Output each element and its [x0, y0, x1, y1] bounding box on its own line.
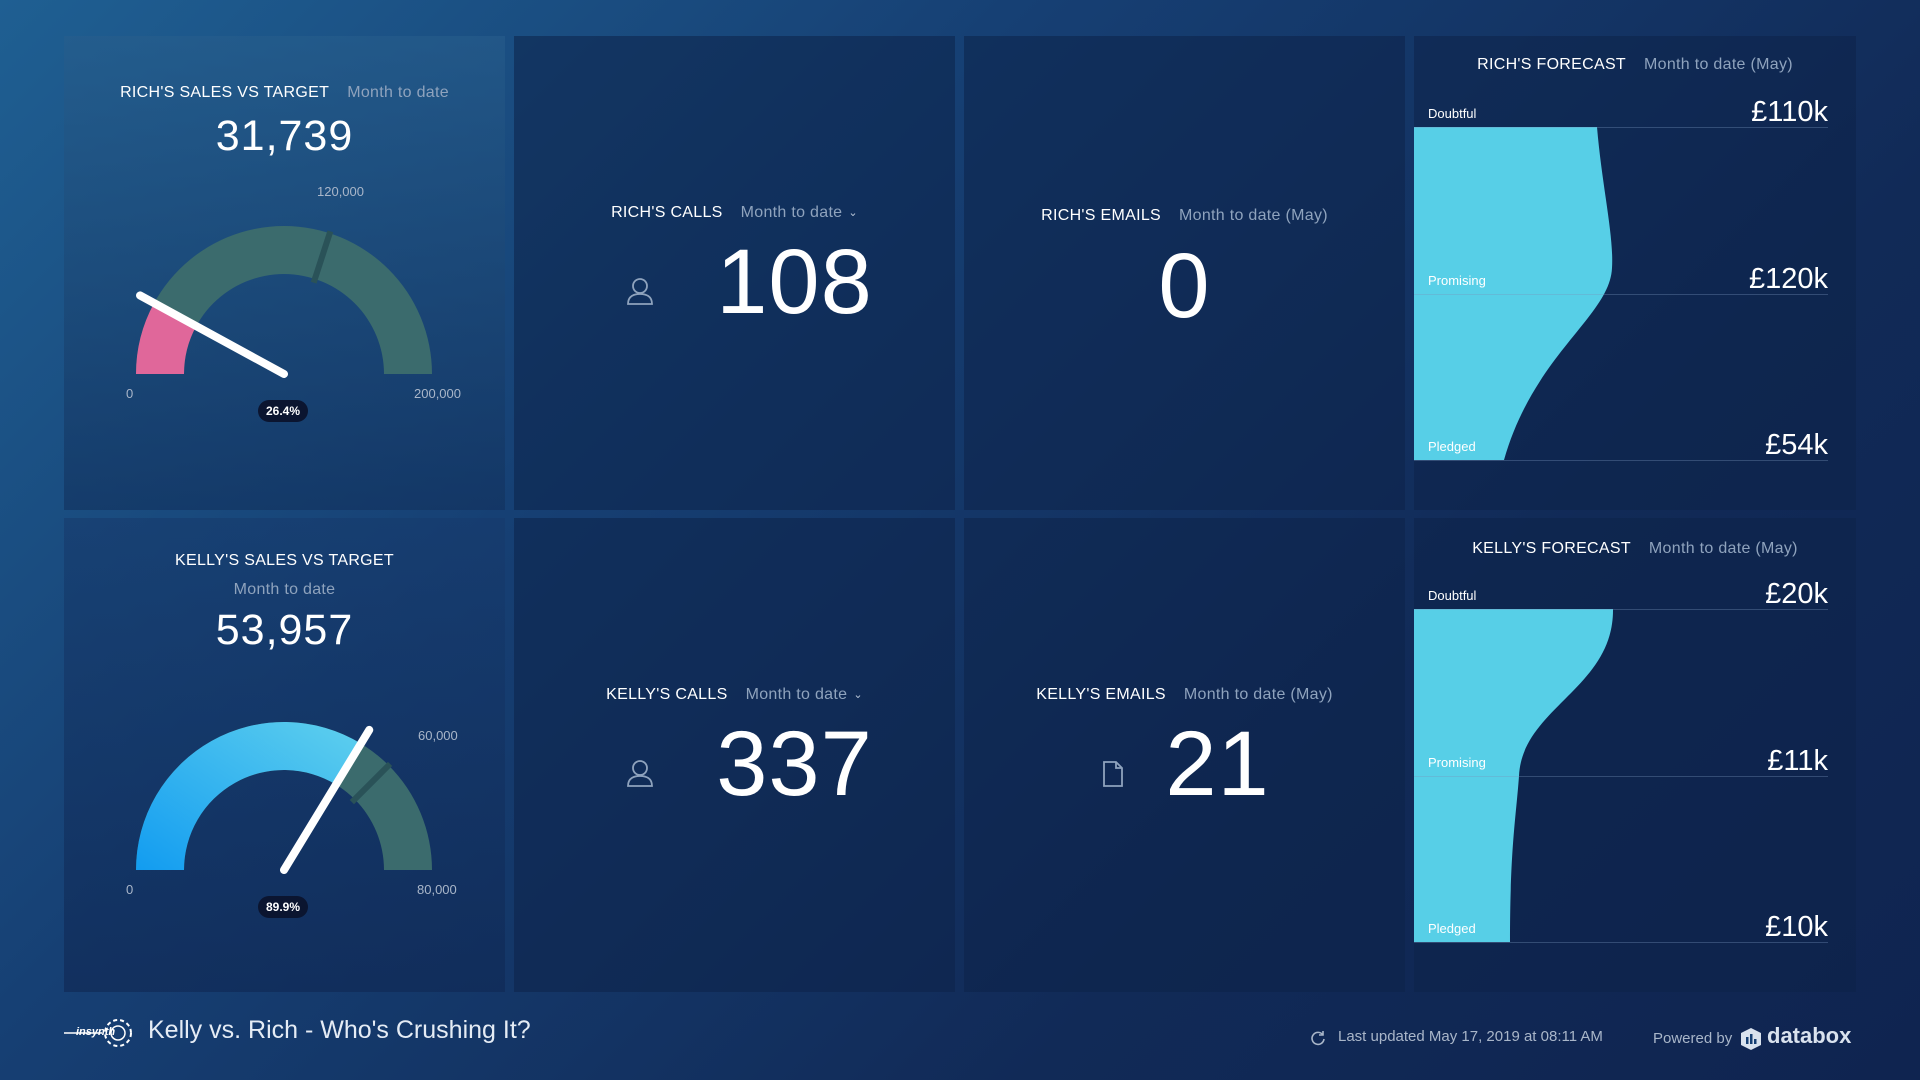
kelly-gauge-min-label: 0 — [126, 882, 134, 897]
rich-gauge-needle — [136, 291, 288, 378]
kelly-forecast-divider — [1414, 776, 1828, 777]
databox-logo-icon — [1741, 1028, 1761, 1050]
kelly-forecast-divider — [1414, 942, 1828, 943]
kelly-gauge-target-label: 60,000 — [418, 728, 458, 743]
kelly-forecast-stage-label: Pledged — [1428, 921, 1476, 936]
kelly-emails-title: KELLY'S EMAILS — [1036, 686, 1166, 703]
rich-forecast-divider — [1414, 127, 1828, 128]
rich-forecast-stage-value: £120k — [1748, 263, 1828, 295]
rich-forecast-funnel — [1414, 127, 1613, 460]
rich-sales-value: 31,739 — [215, 112, 354, 160]
kelly-sales-gauge-panel: KELLY'S SALES VS TARGET Month to date 53… — [64, 518, 505, 992]
kelly-calls-value: 337 — [716, 713, 873, 815]
kelly-gauge-percent-badge: 89.9% — [258, 896, 309, 918]
rich-calls-period-dropdown[interactable]: Month to date ⌄ — [741, 204, 858, 221]
rich-emails-value: 0 — [1158, 235, 1211, 337]
rich-gauge-target-marker — [310, 230, 334, 284]
document-icon — [1103, 761, 1123, 787]
rich-forecast-stage-label: Doubtful — [1428, 106, 1477, 121]
kelly-forecast-panel: KELLY'S FORECAST Month to date (May) Doub… — [1414, 518, 1856, 992]
user-icon — [627, 278, 653, 305]
kelly-forecast-subtitle[interactable]: Month to date (May) — [1648, 540, 1798, 557]
rich-gauge-min-label: 0 — [126, 386, 134, 401]
rich-gauge-percent-badge: 26.4% — [258, 400, 309, 422]
kelly-sales-subheader: Month to date — [64, 581, 505, 599]
kelly-calls-header: KELLY'S CALLS Month to date ⌄ — [514, 686, 955, 704]
kelly-emails-panel: KELLY'S EMAILS Month to date (May) 21 — [964, 518, 1405, 992]
kelly-sales-subtitle[interactable]: Month to date — [233, 581, 336, 598]
rich-gauge-max-label: 200,000 — [414, 386, 461, 401]
rich-emails-header: RICH'S EMAILS Month to date (May) — [964, 207, 1405, 225]
rich-forecast-stage-label: Pledged — [1428, 439, 1476, 454]
kelly-calls-title: KELLY'S CALLS — [606, 686, 728, 703]
user-icon — [627, 760, 653, 787]
rich-forecast-title: RICH'S FORECAST — [1477, 56, 1627, 73]
rich-forecast-subtitle[interactable]: Month to date (May) — [1644, 56, 1793, 73]
kelly-forecast-funnel — [1414, 609, 1614, 942]
insynth-logo-mark — [64, 1019, 132, 1047]
kelly-gauge-max-label: 80,000 — [417, 882, 457, 897]
databox-brand-link[interactable]: databox — [1767, 1023, 1852, 1048]
rich-forecast-panel: RICH'S FORECAST Month to date (May) Doubt… — [1414, 36, 1856, 510]
rich-forecast-stage-value: £54k — [1765, 429, 1828, 461]
rich-forecast-divider — [1414, 460, 1828, 461]
kelly-forecast-stage-value: £20k — [1765, 578, 1828, 610]
kelly-forecast-stage-value: £10k — [1765, 911, 1828, 943]
rich-sales-header: RICH'S SALES VS TARGET Month to date — [64, 84, 505, 102]
kelly-emails-header: KELLY'S EMAILS Month to date (May) — [964, 686, 1405, 704]
rich-funnel-shape — [1414, 127, 1613, 460]
kelly-calls-subtitle: Month to date — [745, 686, 848, 703]
insynth-logo-text: insynth — [76, 1026, 116, 1038]
rich-calls-header: RICH'S CALLS Month to date ⌄ — [514, 204, 955, 222]
rich-emails-subtitle[interactable]: Month to date (May) — [1179, 207, 1328, 224]
chevron-down-icon: ⌄ — [848, 207, 858, 219]
rich-calls-panel: RICH'S CALLS Month to date ⌄ 108 — [514, 36, 955, 510]
rich-calls-subtitle: Month to date — [740, 204, 843, 221]
kelly-forecast-stage-label: Doubtful — [1428, 588, 1477, 603]
kelly-sales-value: 53,957 — [215, 606, 354, 654]
rich-emails-title: RICH'S EMAILS — [1041, 207, 1161, 224]
powered-by-text: Powered by — [1653, 1030, 1733, 1047]
rich-sales-gauge-panel: RICH'S SALES VS TARGET Month to date 31,7… — [64, 36, 505, 510]
rich-forecast-stage-value: £110k — [1751, 96, 1828, 128]
refresh-icon[interactable] — [1310, 1030, 1326, 1046]
kelly-gauge-target-marker — [349, 761, 393, 805]
rich-calls-title: RICH'S CALLS — [611, 204, 723, 221]
kelly-calls-period-dropdown[interactable]: Month to date ⌄ — [746, 686, 863, 703]
kelly-gauge-fill — [136, 722, 361, 870]
last-updated-text: Last updated May 17, 2019 at 08:11 AM — [1338, 1028, 1603, 1045]
kelly-sales-header: KELLY'S SALES VS TARGET — [64, 552, 505, 570]
kelly-sales-gauge — [136, 722, 432, 874]
rich-sales-title: RICH'S SALES VS TARGET — [120, 84, 330, 101]
rich-sales-subtitle[interactable]: Month to date — [347, 84, 449, 101]
insynth-logo: insynth — [64, 1014, 136, 1054]
kelly-forecast-stage-label: Promising — [1428, 755, 1486, 770]
rich-gauge-target-label: 120,000 — [317, 184, 364, 199]
rich-forecast-divider — [1414, 294, 1828, 295]
dashboard-title: Kelly vs. Rich - Who's Crushing It? — [148, 1016, 531, 1044]
kelly-forecast-stage-value: £11k — [1767, 745, 1828, 777]
kelly-emails-value: 21 — [1165, 713, 1270, 815]
kelly-forecast-divider — [1414, 609, 1828, 610]
kelly-forecast-header: KELLY'S FORECAST Month to date (May) — [1414, 540, 1856, 558]
kelly-sales-title: KELLY'S SALES VS TARGET — [175, 552, 394, 569]
chevron-down-icon: ⌄ — [853, 689, 863, 701]
kelly-calls-panel: KELLY'S CALLS Month to date ⌄ 337 — [514, 518, 955, 992]
rich-sales-gauge — [136, 226, 432, 378]
kelly-funnel-shape — [1414, 609, 1614, 942]
rich-emails-panel: RICH'S EMAILS Month to date (May) 0 — [964, 36, 1405, 510]
kelly-forecast-title: KELLY'S FORECAST — [1472, 540, 1631, 557]
rich-forecast-header: RICH'S FORECAST Month to date (May) — [1414, 56, 1856, 74]
rich-calls-value: 108 — [716, 231, 873, 333]
rich-gauge-track — [136, 226, 432, 374]
kelly-gauge-needle — [280, 725, 374, 874]
kelly-emails-subtitle[interactable]: Month to date (May) — [1183, 686, 1333, 703]
rich-forecast-stage-label: Promising — [1428, 273, 1486, 288]
